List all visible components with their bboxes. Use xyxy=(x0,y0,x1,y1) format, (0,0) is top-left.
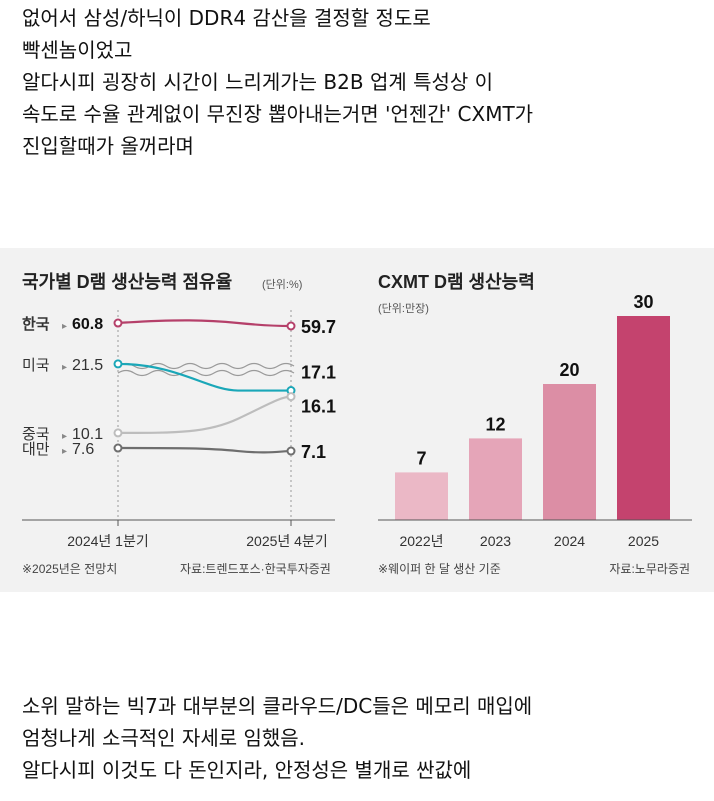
bar-chart-title: CXMT D램 생산능력 xyxy=(378,272,535,292)
bar-value-label: 20 xyxy=(559,360,579,380)
bar xyxy=(469,438,522,520)
series-marker-icon: ▸ xyxy=(62,431,67,442)
post-line: 엄청나게 소극적인 자세로 임했음. xyxy=(22,726,306,750)
bar-category-label: 2022년 xyxy=(399,533,443,549)
line-chart-source: 자료:트렌드포스·한국투자증권 xyxy=(180,562,331,576)
post-line: 알다시피 이것도 다 돈인지라, 안정성은 별개로 싼값에 xyxy=(22,758,472,782)
line-chart-footnote: ※2025년은 전망치 xyxy=(22,562,117,576)
series-point-start xyxy=(113,359,123,369)
series-point-start xyxy=(113,318,123,328)
post-line: 빡센놈이었고 xyxy=(22,38,133,62)
series-name: 미국 xyxy=(22,357,50,374)
series-end-value: 16.1 xyxy=(301,397,336,417)
bar xyxy=(395,472,448,520)
bar xyxy=(543,384,596,520)
line-chart-unit: (단위:%) xyxy=(262,278,302,291)
bar-category-label: 2024 xyxy=(554,533,585,549)
bar-category-label: 2023 xyxy=(480,533,511,549)
series-start-value: 10.1 xyxy=(72,426,103,443)
series-end-value: 7.1 xyxy=(301,442,326,462)
series-point-end xyxy=(286,446,296,456)
bar-category-label: 2025 xyxy=(628,533,659,549)
bar-value-label: 30 xyxy=(633,292,653,312)
series-marker-icon: ▸ xyxy=(62,362,67,373)
series-marker-icon: ▸ xyxy=(62,446,67,457)
news-graphic: 국가별 D램 생산능력 점유율 (단위:%) 2024년 1분기 2025년 4분기 한… xyxy=(0,248,714,592)
bar-chart-footnote: ※웨이퍼 한 달 생산 기준 xyxy=(378,562,501,576)
series-name: 한국 xyxy=(22,316,50,333)
bar-value-label: 7 xyxy=(416,448,426,468)
series-end-value: 17.1 xyxy=(301,363,336,383)
series-line-3 xyxy=(117,446,292,454)
series-line-2 xyxy=(117,395,292,434)
post-line: 소위 말하는 빅7과 대부분의 클라우드/DC들은 메모리 매입에 xyxy=(22,694,533,718)
x-tick-label: 2025년 4분기 xyxy=(246,533,327,549)
series-point-start xyxy=(113,428,123,438)
axis-break-mark xyxy=(117,369,295,377)
series-start-value: 7.6 xyxy=(72,441,94,458)
bar-chart-unit: (단위:만장) xyxy=(378,302,429,315)
series-point-end xyxy=(286,321,296,331)
post-line: 없어서 삼성/하닉이 DDR4 감산을 결정할 정도로 xyxy=(22,6,431,30)
bar-chart-source: 자료:노무라증권 xyxy=(609,562,690,576)
post-line: 속도로 수율 관계없이 무진장 뽑아내는거면 '언젠간' CXMT가 xyxy=(22,102,534,126)
chart-canvas: 국가별 D램 생산능력 점유율 (단위:%) 2024년 1분기 2025년 4분기 한… xyxy=(22,272,692,576)
post-line: 진입할때가 올꺼라며 xyxy=(22,134,194,158)
bar-value-label: 12 xyxy=(485,414,505,434)
series-name: 중국 xyxy=(22,426,50,443)
series-name: 대만 xyxy=(22,441,50,458)
series-start-value: 60.8 xyxy=(72,316,103,333)
bar xyxy=(617,316,670,520)
series-end-value: 59.7 xyxy=(301,317,336,337)
x-tick-label: 2024년 1분기 xyxy=(67,533,148,549)
series-point-start xyxy=(113,443,123,453)
series-line-0 xyxy=(117,319,292,328)
post-line: 알다시피 굉장히 시간이 느리게가는 B2B 업계 특성상 이 xyxy=(22,70,494,94)
series-line-1 xyxy=(117,362,291,392)
line-chart-title: 국가별 D램 생산능력 점유율 xyxy=(22,272,232,292)
series-marker-icon: ▸ xyxy=(62,321,67,332)
series-start-value: 21.5 xyxy=(72,357,103,374)
series-point-end xyxy=(286,392,296,402)
